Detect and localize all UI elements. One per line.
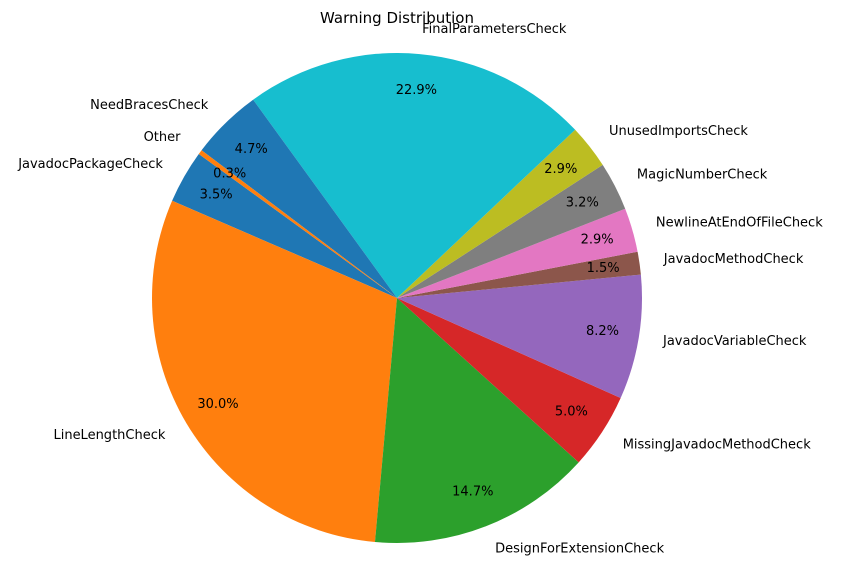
pie-slice-need-braces-check	[201, 99, 397, 298]
slice-label-javadoc-method-check: JavadocMethodCheck	[663, 252, 804, 267]
chart-title: Warning Distribution	[320, 9, 474, 27]
slice-label-newline-at-end-of-file-check: NewlineAtEndOfFileCheck	[656, 216, 823, 231]
pie-slices	[152, 53, 643, 544]
pie-slice-line-length-check	[152, 200, 397, 543]
slice-percent-final-parameters-check: 22.9%	[396, 83, 437, 98]
slice-label-line-length-check: LineLengthCheck	[53, 428, 165, 443]
pie-slice-other	[198, 150, 397, 298]
slice-percent-javadoc-method-check: 1.5%	[587, 261, 620, 276]
slice-percent-line-length-check: 30.0%	[197, 397, 238, 412]
slice-label-unused-imports-check: UnusedImportsCheck	[609, 124, 748, 139]
slice-percent-javadoc-package-check: 3.5%	[200, 187, 233, 202]
slice-label-other: Other	[144, 130, 182, 145]
slice-percent-newline-at-end-of-file-check: 2.9%	[581, 233, 614, 248]
pie-slice-javadoc-variable-check	[397, 274, 643, 399]
slice-label-javadoc-package-check: JavadocPackageCheck	[17, 157, 163, 172]
pie-labels: JavadocPackageCheck 3.5% LineLengthCheck 30…	[17, 22, 823, 556]
slice-label-design-for-extension-check: DesignForExtensionCheck	[495, 542, 664, 557]
slice-percent-javadoc-variable-check: 8.2%	[586, 324, 619, 339]
pie-slice-javadoc-package-check	[172, 153, 397, 298]
slice-percent-missing-javadoc-method-check: 5.0%	[555, 404, 588, 419]
slice-label-need-braces-check: NeedBracesCheck	[90, 98, 209, 113]
pie-slice-design-for-extension-check	[374, 298, 579, 544]
slice-label-missing-javadoc-method-check: MissingJavadocMethodCheck	[623, 438, 812, 453]
pie-slice-unused-imports-check	[397, 129, 603, 298]
slice-label-magic-number-check: MagicNumberCheck	[637, 168, 768, 183]
slice-percent-design-for-extension-check: 14.7%	[452, 485, 493, 500]
pie-slice-final-parameters-check	[253, 53, 576, 299]
pie-slice-javadoc-method-check	[397, 251, 641, 298]
slice-percent-magic-number-check: 3.2%	[566, 196, 599, 211]
pie-slice-newline-at-end-of-file-check	[397, 208, 638, 298]
slice-label-javadoc-variable-check: JavadocVariableCheck	[662, 334, 807, 349]
pie-slice-missing-javadoc-method-check	[397, 298, 621, 463]
pie-slice-magic-number-check	[397, 164, 626, 298]
slice-label-final-parameters-check: FinalParametersCheck	[422, 22, 567, 37]
slice-percent-unused-imports-check: 2.9%	[544, 162, 577, 177]
slice-percent-other: 0.3%	[213, 167, 246, 182]
slice-percent-need-braces-check: 4.7%	[235, 142, 268, 157]
